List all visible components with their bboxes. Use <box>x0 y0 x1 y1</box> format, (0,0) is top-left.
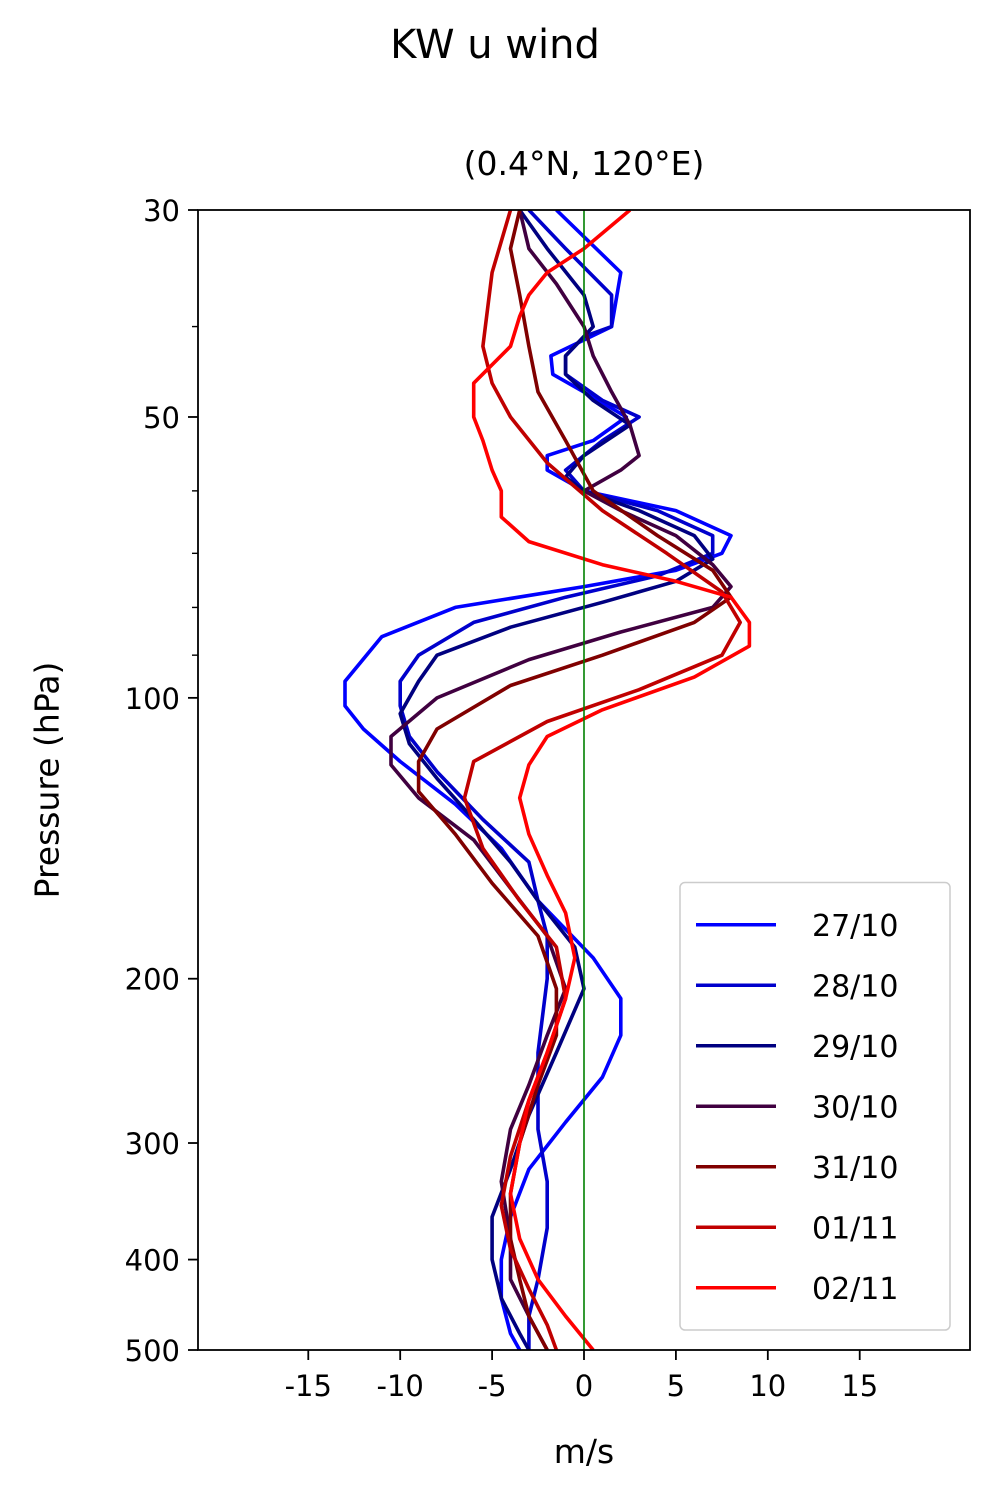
x-axis-label: m/s <box>553 1432 615 1471</box>
legend-label-29-10: 29/10 <box>812 1030 898 1065</box>
x-tick-label: 10 <box>749 1369 786 1403</box>
legend: 27/10 28/10 29/10 30/10 31/10 01/11 02/11 <box>679 881 951 1331</box>
legend-label-31-10: 31/10 <box>812 1151 898 1186</box>
figure-title: KW u wind <box>390 22 600 68</box>
y-tick-label: 50 <box>143 401 180 435</box>
chart-title: (0.4°N, 120°E) <box>463 144 705 183</box>
series-line-27-10 <box>343 210 733 1350</box>
legend-label-27-10: 27/10 <box>812 909 898 944</box>
y-tick-label: 500 <box>125 1334 180 1368</box>
series-line-30-10 <box>389 210 733 1350</box>
legend-label-02-11: 02/11 <box>812 1272 898 1307</box>
y-tick-label: 200 <box>125 963 180 997</box>
y-tick-label: 30 <box>143 194 180 228</box>
x-tick-label: -5 <box>478 1369 507 1403</box>
legend-box <box>679 881 951 1331</box>
y-tick-label: 100 <box>125 682 180 716</box>
series-line-01-11 <box>462 210 743 1350</box>
x-tick-label: 0 <box>575 1369 593 1403</box>
x-tick-label: 5 <box>667 1369 685 1403</box>
y-tick-label: 300 <box>125 1127 180 1161</box>
legend-label-01-11: 01/11 <box>812 1211 898 1246</box>
x-tick-label: -10 <box>377 1369 424 1403</box>
legend-label-30-10: 30/10 <box>812 1090 898 1125</box>
series-line-28-10 <box>398 210 715 1350</box>
y-tick-label: 400 <box>125 1244 180 1278</box>
legend-label-28-10: 28/10 <box>812 969 898 1004</box>
series-line-02-11 <box>471 210 752 1350</box>
x-tick-label: 15 <box>841 1369 878 1403</box>
axes-group: -15 -10 -5 0 5 10 15 30 50 100 200 300 400 500 <box>125 194 971 1403</box>
x-tick-label: -15 <box>285 1369 332 1403</box>
